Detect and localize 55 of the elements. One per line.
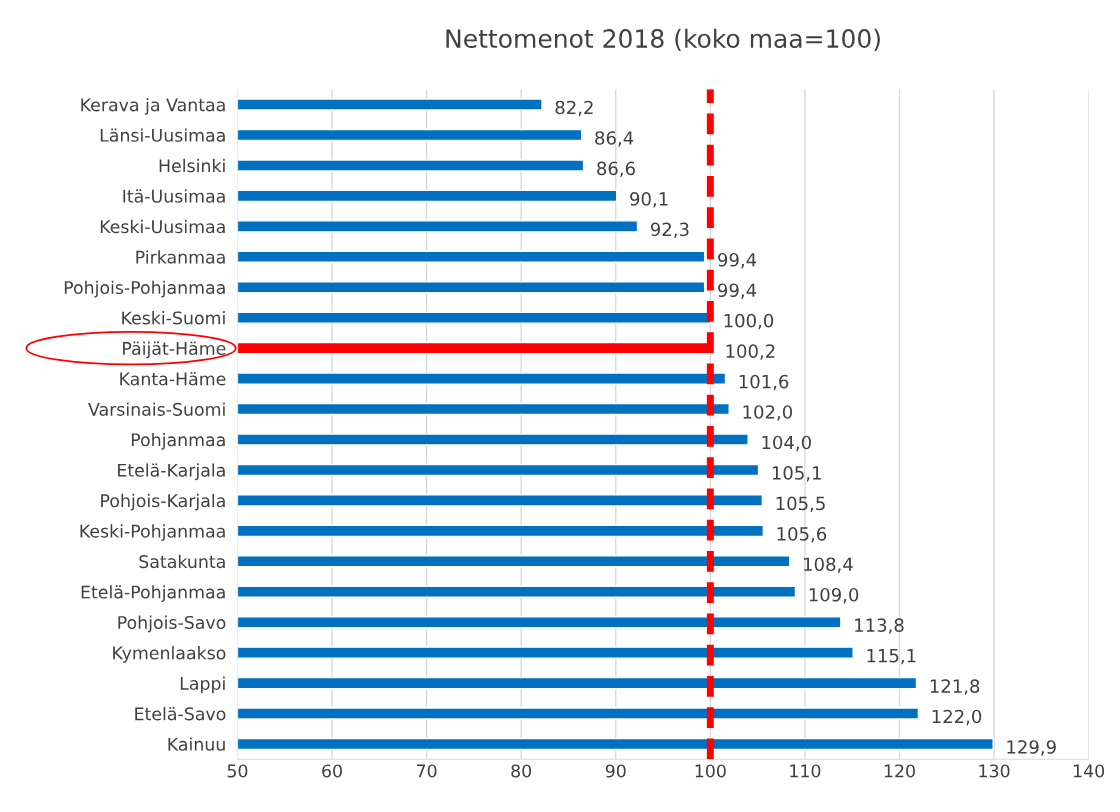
y-tick-label: Pohjois-Savo bbox=[118, 615, 226, 633]
x-tick-label: 80 bbox=[511, 764, 532, 778]
y-tick-label: Itä-Uusimaa bbox=[123, 189, 225, 203]
y-tick-label: Lappi bbox=[180, 676, 225, 694]
y-tick-label: Kerava ja Vantaa bbox=[81, 97, 225, 115]
y-tick-label: Päijät-Häme bbox=[123, 341, 226, 359]
data-label: 109,0 bbox=[809, 587, 859, 604]
y-tick-label: Satakunta bbox=[139, 554, 225, 569]
data-label: 113,8 bbox=[855, 618, 904, 634]
x-tick-label: 140 bbox=[1073, 764, 1105, 778]
y-tick-label: Länsi-Uusimaa bbox=[100, 128, 225, 142]
data-label: 90,1 bbox=[630, 192, 668, 208]
y-tick-label: Varsinais-Suomi bbox=[88, 402, 225, 416]
data-label: 100,0 bbox=[724, 313, 774, 330]
x-tick-label: 130 bbox=[979, 764, 1010, 778]
data-label: 102,0 bbox=[743, 405, 793, 421]
y-tick-label: Keski-Pohjanmaa bbox=[80, 524, 225, 542]
data-label: 101,6 bbox=[739, 374, 789, 391]
data-label: 105,1 bbox=[772, 466, 821, 482]
x-tick-label: 90 bbox=[605, 764, 626, 778]
y-tick-label: Etelä-Karjala bbox=[118, 463, 225, 481]
y-tick-label: Pohjois-Pohjanmaa bbox=[64, 280, 225, 298]
x-tick-label: 60 bbox=[322, 764, 342, 778]
y-tick-label: Etelä-Pohjanmaa bbox=[81, 585, 225, 602]
data-label: 99,4 bbox=[718, 283, 757, 299]
data-label: 105,6 bbox=[777, 526, 827, 543]
y-tick-label: Kanta-Häme bbox=[120, 372, 226, 386]
data-label: 121,8 bbox=[930, 679, 980, 695]
data-label: 115,1 bbox=[867, 649, 916, 665]
data-label: 105,5 bbox=[776, 496, 825, 513]
data-label: 92,3 bbox=[650, 222, 689, 238]
data-label: 129,9 bbox=[1007, 740, 1056, 756]
x-tick-label: 120 bbox=[884, 764, 915, 778]
data-label: 122,0 bbox=[932, 709, 982, 726]
data-label: 100,2 bbox=[726, 344, 775, 360]
x-tick-label: 110 bbox=[790, 764, 821, 778]
chart-title: Nettomenot 2018 (koko maa=100) bbox=[446, 28, 880, 51]
data-label: 99,4 bbox=[718, 252, 757, 269]
y-tick-label: Kainuu bbox=[168, 737, 225, 751]
y-tick-label: Kymenlaakso bbox=[113, 646, 226, 663]
y-tick-label: Pohjanmaa bbox=[131, 432, 225, 450]
data-label: 86,4 bbox=[595, 131, 634, 147]
data-label: 86,6 bbox=[597, 161, 635, 178]
y-tick-label: Keski-Suomi bbox=[122, 311, 225, 325]
y-tick-label: Pohjois-Karjala bbox=[101, 493, 225, 511]
x-tick-label: 50 bbox=[227, 764, 248, 778]
data-label: 82,2 bbox=[555, 100, 593, 117]
y-tick-label: Keski-Uusimaa bbox=[100, 219, 225, 234]
y-tick-label: Etelä-Savo bbox=[135, 706, 226, 721]
data-label: 108,4 bbox=[804, 557, 853, 573]
y-tick-label: Helsinki bbox=[159, 158, 225, 173]
x-tick-label: 70 bbox=[416, 764, 437, 778]
data-label: 104,0 bbox=[762, 435, 811, 452]
x-tick-label: 100 bbox=[695, 764, 726, 778]
y-tick-label: Pirkanmaa bbox=[136, 250, 225, 264]
